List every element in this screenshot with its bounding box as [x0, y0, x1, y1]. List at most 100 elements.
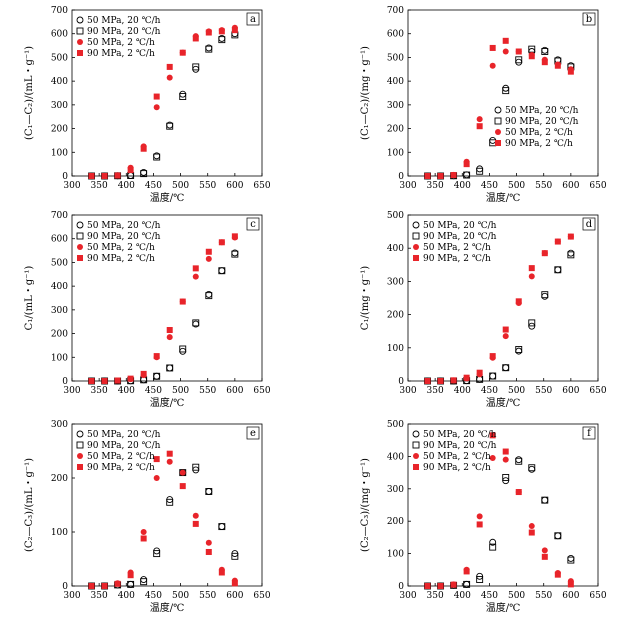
data-point — [192, 273, 199, 280]
legend-entry: 50 MPa, 20 ℃/h — [423, 430, 497, 440]
x-tick-label: 300 — [63, 386, 80, 396]
x-tick-label: 300 — [63, 591, 80, 601]
y-tick-label: 300 — [387, 101, 404, 111]
data-point — [541, 291, 549, 299]
data-point — [463, 568, 470, 575]
series-open-square — [88, 250, 239, 385]
series-filled-circle — [88, 458, 238, 589]
data-point — [205, 45, 213, 53]
data-point — [205, 29, 212, 36]
y-tick-label: 400 — [387, 452, 404, 462]
data-point — [231, 552, 239, 560]
panel-f: 300 350 400 450 500 550 600 650 0 100 200 300 400 500… — [360, 420, 607, 614]
y-tick-label: 200 — [387, 125, 404, 135]
legend-entry: 90 MPa, 20 ℃/h — [505, 117, 579, 127]
y-tick-label: 300 — [51, 306, 68, 316]
legend-entry: 90 MPa, 2 ℃/h — [87, 49, 155, 59]
data-point — [567, 581, 574, 588]
legend-marker — [77, 464, 83, 470]
x-tick-label: 550 — [199, 181, 216, 191]
legend-entry: 90 MPa, 2 ℃/h — [423, 254, 491, 264]
y-tick-label: 600 — [51, 235, 68, 245]
data-point — [218, 569, 225, 576]
legend-marker — [77, 39, 83, 45]
data-point — [515, 346, 523, 353]
data-point — [153, 456, 160, 463]
panel-label-box — [582, 426, 596, 440]
legend-marker — [412, 430, 420, 438]
data-point — [218, 267, 226, 275]
panel-label: b — [586, 14, 592, 25]
y-tick-label: 200 — [51, 330, 68, 340]
data-point — [554, 238, 561, 245]
data-point — [205, 488, 213, 495]
x-tick-label: 650 — [589, 591, 606, 601]
data-point — [192, 512, 199, 519]
y-tick-label: 0 — [62, 172, 68, 182]
data-point — [502, 87, 510, 95]
data-point — [463, 171, 471, 179]
data-point — [528, 53, 535, 60]
data-point — [179, 49, 186, 56]
data-point — [192, 463, 200, 471]
data-point — [192, 63, 200, 71]
data-point — [166, 364, 174, 372]
x-tick-label: 500 — [508, 181, 525, 191]
series-open-circle — [424, 456, 575, 590]
data-point — [476, 167, 484, 175]
series-open-circle — [88, 249, 239, 385]
legend-marker — [412, 221, 420, 229]
y-tick-label: 0 — [398, 377, 404, 387]
data-point — [515, 489, 522, 496]
x-tick-label: 450 — [145, 181, 162, 191]
data-point — [166, 327, 173, 334]
data-point — [528, 523, 535, 530]
data-point — [424, 378, 431, 384]
data-point — [231, 250, 239, 258]
x-tick-label: 550 — [199, 386, 216, 396]
y-tick-label: 0 — [398, 582, 404, 592]
data-point — [140, 145, 147, 152]
series-filled-square — [88, 233, 238, 384]
plot-frame — [71, 9, 263, 177]
data-point — [218, 28, 225, 35]
legend-marker — [77, 453, 83, 459]
data-point — [489, 455, 496, 462]
panel-label-box — [246, 426, 260, 440]
x-tick-label: 300 — [399, 386, 416, 396]
x-tick-label: 600 — [226, 386, 243, 396]
y-tick-label: 500 — [387, 211, 404, 221]
data-point — [127, 572, 134, 579]
legend-marker — [495, 140, 501, 146]
legend-entry: 50 MPa, 2 ℃/h — [87, 452, 155, 462]
x-tick-label: 500 — [172, 181, 189, 191]
data-point — [179, 90, 187, 98]
data-point — [554, 532, 562, 540]
y-tick-label: 100 — [387, 344, 404, 354]
y-tick-label: 400 — [387, 244, 404, 254]
data-point — [463, 171, 471, 179]
legend-marker — [494, 106, 502, 114]
y-axis-label: (C₁—C₂)/(mL・g⁻¹) — [24, 46, 35, 140]
series-filled-square — [424, 432, 574, 589]
panel-b: 300 350 400 450 500 550 600 650 0 100 200 300 400 500… — [360, 6, 607, 204]
x-tick-label: 600 — [562, 591, 579, 601]
x-tick-label: 400 — [118, 591, 135, 601]
data-point — [528, 465, 536, 473]
data-point — [140, 578, 148, 586]
plot-frame — [71, 423, 263, 587]
x-axis-label: 温度/℃ — [150, 601, 185, 614]
x-tick-label: 650 — [253, 181, 270, 191]
series-open-square — [88, 463, 239, 590]
data-point — [114, 172, 121, 179]
x-tick-label: 450 — [145, 591, 162, 601]
y-tick-label: 500 — [387, 420, 404, 430]
data-point — [231, 580, 238, 587]
y-tick-label: 0 — [62, 582, 68, 592]
data-point — [166, 458, 173, 465]
y-tick-label: 700 — [387, 6, 404, 16]
x-tick-label: 500 — [172, 591, 189, 601]
y-tick-label: 300 — [51, 101, 68, 111]
data-point — [205, 548, 212, 555]
data-point — [502, 448, 509, 455]
